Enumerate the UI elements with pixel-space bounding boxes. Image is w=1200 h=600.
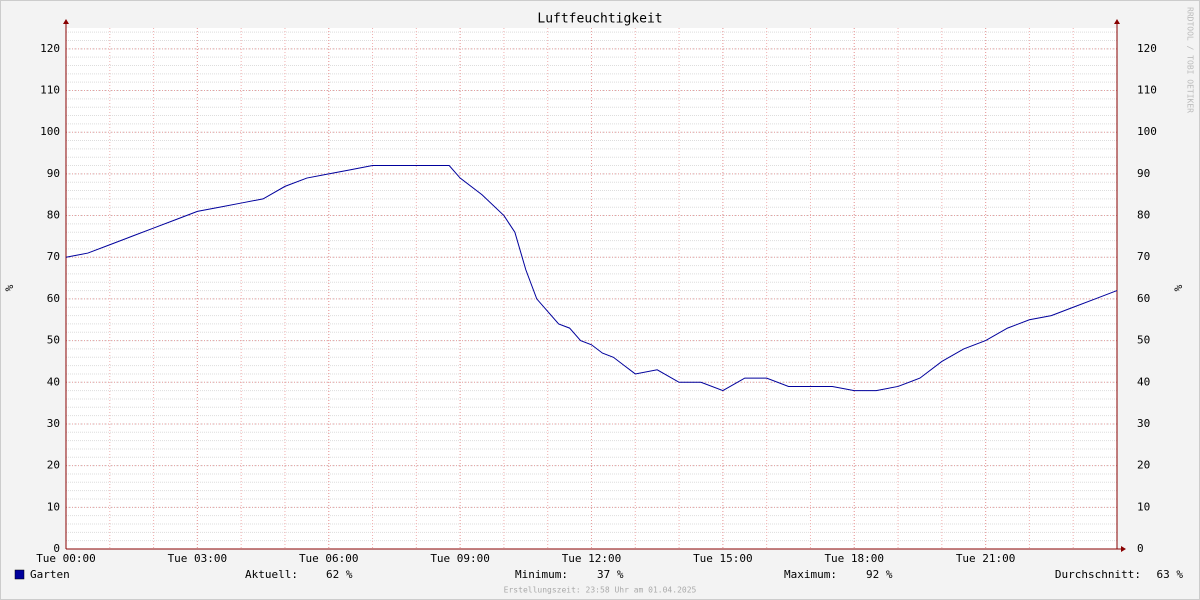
y-tick-label: 0: [53, 542, 60, 555]
y2-tick-label: 90: [1137, 167, 1150, 180]
y2-tick-label: 20: [1137, 459, 1150, 472]
y-tick-label: 10: [47, 500, 60, 513]
y-tick-label: 90: [47, 167, 60, 180]
x-tick-label: Tue 00:00: [36, 552, 96, 565]
stat-value: 92 %: [866, 568, 893, 581]
y-tick-label: 60: [47, 292, 60, 305]
y-tick-label: 50: [47, 334, 60, 347]
axis-arrow: [1121, 546, 1126, 552]
x-tick-label: Tue 06:00: [299, 552, 359, 565]
plot-area: [66, 28, 1117, 549]
x-tick-label: Tue 09:00: [430, 552, 490, 565]
data-line: [65, 165, 1118, 392]
y-tick-label: 20: [47, 459, 60, 472]
y2-axis-label: %: [1172, 284, 1185, 291]
stat-value: 63 %: [1157, 568, 1184, 581]
stat-label: Aktuell:: [245, 568, 298, 581]
y2-tick-label: 30: [1137, 417, 1150, 430]
footer: Erstellungszeit: 23:58 Uhr am 01.04.2025: [504, 586, 697, 595]
y-tick-label: 70: [47, 250, 60, 263]
y-axis-label: %: [3, 284, 16, 291]
x-tick-label: Tue 12:00: [562, 552, 622, 565]
stat-label: Maximum:: [784, 568, 837, 581]
y2-tick-label: 70: [1137, 250, 1150, 263]
y-tick-label: 30: [47, 417, 60, 430]
x-tick-label: Tue 21:00: [956, 552, 1016, 565]
y-tick-label: 110: [40, 84, 60, 97]
axis-arrow: [63, 19, 69, 24]
stat-value: 37 %: [597, 568, 624, 581]
y-tick-label: 100: [40, 125, 60, 138]
y2-tick-label: 10: [1137, 500, 1150, 513]
y2-tick-label: 0: [1137, 542, 1144, 555]
stat-value: 62 %: [326, 568, 353, 581]
watermark: RRDTOOL / TOBI OETIKER: [1186, 7, 1195, 113]
x-tick-label: Tue 15:00: [693, 552, 753, 565]
legend-label: Garten: [30, 568, 70, 581]
y2-tick-label: 50: [1137, 334, 1150, 347]
x-tick-label: Tue 03:00: [168, 552, 228, 565]
y2-tick-label: 110: [1137, 84, 1157, 97]
x-tick-label: Tue 18:00: [824, 552, 884, 565]
y2-tick-label: 80: [1137, 209, 1150, 222]
y2-tick-label: 100: [1137, 125, 1157, 138]
y2-tick-label: 40: [1137, 375, 1150, 388]
y2-tick-label: 60: [1137, 292, 1150, 305]
y-tick-label: 120: [40, 42, 60, 55]
chart-title: Luftfeuchtigkeit: [537, 12, 662, 27]
y-tick-label: 40: [47, 375, 60, 388]
axis-arrow: [1114, 19, 1120, 24]
stat-label: Durchschnitt:: [1055, 568, 1141, 581]
y2-tick-label: 120: [1137, 42, 1157, 55]
stat-label: Minimum:: [515, 568, 568, 581]
legend-swatch: [14, 569, 25, 580]
y-tick-label: 80: [47, 209, 60, 222]
